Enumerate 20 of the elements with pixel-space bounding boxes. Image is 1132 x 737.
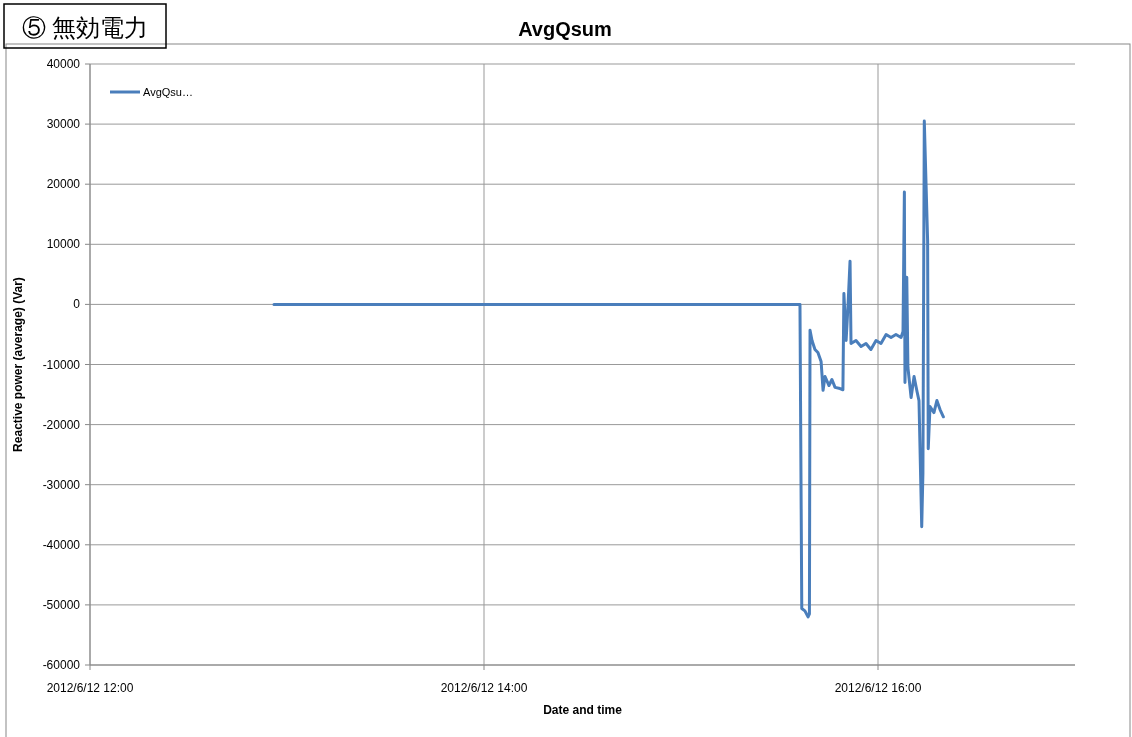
x-tick-label: 2012/6/12 12:00 — [46, 681, 134, 695]
y-tick-label: 40000 — [46, 57, 81, 71]
x-tick-label: 2012/6/12 14:00 — [440, 681, 528, 695]
chart-title: AvgQsum — [518, 18, 612, 40]
y-axis-title: Reactive power (average) (Var) — [11, 277, 25, 452]
x-tick-label: 2012/6/12 16:00 — [834, 681, 922, 695]
y-tick-label: -50000 — [42, 597, 81, 612]
legend-label: AvgQsu… — [143, 86, 193, 98]
y-tick-label: -10000 — [42, 357, 81, 372]
y-tick-label: 0 — [73, 297, 81, 312]
y-tick-label: -20000 — [42, 417, 81, 432]
text: ⑤ 無効電力 — [22, 15, 148, 41]
x-axis-title: Date and time — [543, 703, 623, 717]
y-tick-label: -40000 — [42, 537, 81, 552]
line-series — [272, 119, 945, 619]
y-tick-label: -60000 — [42, 658, 81, 672]
y-tick-label: -30000 — [42, 477, 81, 492]
y-tick-label: 10000 — [46, 237, 81, 252]
y-tick-label: 20000 — [46, 177, 81, 192]
y-tick-label: 30000 — [46, 117, 81, 132]
